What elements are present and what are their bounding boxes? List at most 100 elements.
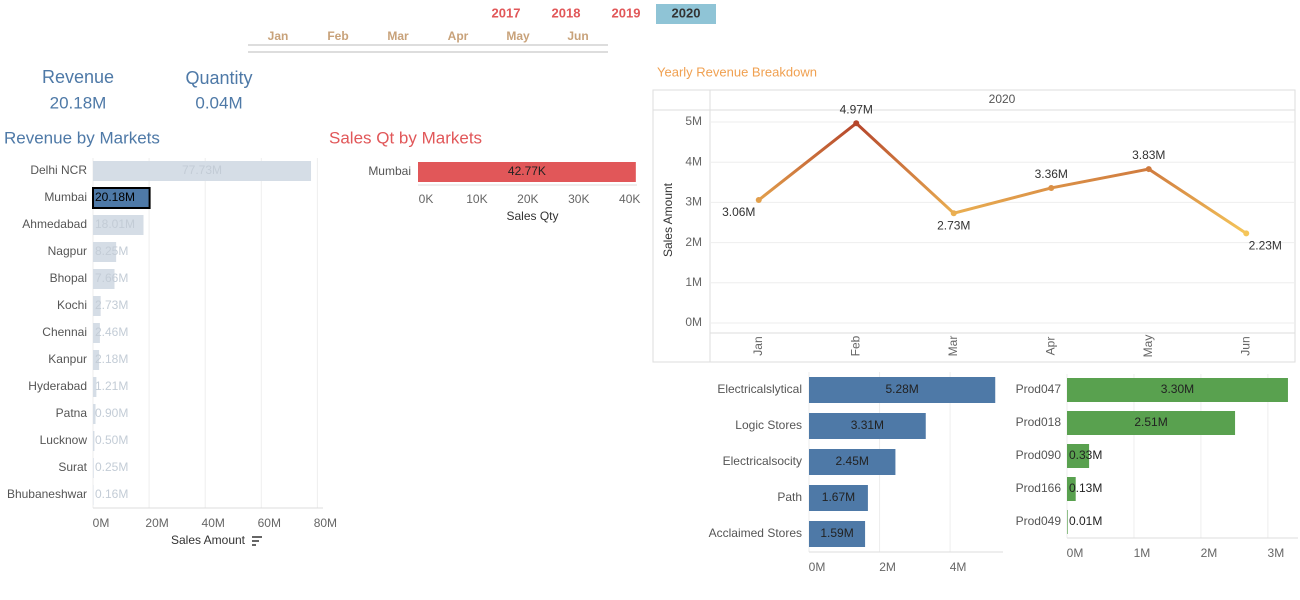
value-label: 4.97M <box>840 102 873 116</box>
bar <box>1067 378 1288 402</box>
value-label: 1.21M <box>95 379 128 393</box>
x-tick-label: 2M <box>879 560 896 574</box>
y-tick-label: 4M <box>685 154 702 168</box>
value-label: 7.66M <box>95 271 128 285</box>
point <box>1145 166 1152 173</box>
y-tick-label: 5M <box>685 114 702 128</box>
bar <box>93 350 100 370</box>
year-filter[interactable]: 2019 <box>612 5 641 20</box>
point <box>1243 230 1250 237</box>
category-label: Kochi <box>57 298 87 312</box>
category-label: Bhopal <box>50 271 87 285</box>
month-filter[interactable]: Apr <box>448 29 469 43</box>
y-tick-label: 1M <box>685 275 702 289</box>
x-tick-label: 0K <box>419 192 434 206</box>
bar <box>1067 444 1090 468</box>
value-label: 77.73M <box>182 163 222 177</box>
bar <box>418 162 636 182</box>
bar <box>809 485 868 511</box>
bar <box>1067 510 1068 534</box>
x-tick-label: Apr <box>1043 337 1057 356</box>
kpi-value: 20.18M <box>50 93 107 112</box>
value-label: 3.06M <box>722 205 755 219</box>
category-label: Prod090 <box>1016 448 1062 462</box>
x-tick-label: 60M <box>258 516 281 530</box>
year-filter[interactable]: 2018 <box>552 5 581 20</box>
x-tick-label: Feb <box>848 335 862 356</box>
bar <box>93 431 95 451</box>
month-filter[interactable]: Feb <box>327 29 348 43</box>
category-label: Prod049 <box>1016 514 1062 528</box>
month-filter[interactable]: Jun <box>567 29 588 43</box>
y-tick-label: 3M <box>685 195 702 209</box>
point <box>950 210 957 217</box>
plot-frame <box>652 109 1296 363</box>
line <box>757 121 1248 235</box>
category-label: Chennai <box>42 325 87 339</box>
value-label: 5.28M <box>885 382 918 396</box>
category-label: Lucknow <box>40 433 88 447</box>
bar <box>93 161 312 181</box>
point <box>853 120 860 127</box>
value-label: 0.50M <box>95 433 128 447</box>
value-label: 2.51M <box>1134 415 1167 429</box>
kpi-value: 0.04M <box>195 93 242 112</box>
month-filter[interactable]: May <box>506 29 530 43</box>
bar <box>1067 411 1236 435</box>
x-tick-label: Mar <box>946 336 960 357</box>
category-label: Delhi NCR <box>30 163 87 177</box>
value-label: 3.31M <box>851 418 884 432</box>
category-label: Path <box>777 490 802 504</box>
category-label: Nagpur <box>48 244 87 258</box>
panel-header: 2020 <box>989 92 1016 106</box>
category-label: Prod047 <box>1016 382 1062 396</box>
value-label: 2.73M <box>95 298 128 312</box>
value-label: 2.46M <box>95 325 128 339</box>
value-label: 20.18M <box>95 190 135 204</box>
month-filter[interactable]: Jan <box>268 29 289 43</box>
year-selected <box>656 4 716 24</box>
value-label: 2.23M <box>1249 239 1282 253</box>
x-tick-label: May <box>1141 335 1155 358</box>
bar <box>93 458 94 478</box>
value-label: 1.59M <box>820 526 853 540</box>
year-filter[interactable]: 2017 <box>492 5 521 20</box>
bar <box>1067 477 1076 501</box>
bar <box>93 269 115 289</box>
category-label: Hyderabad <box>28 379 87 393</box>
x-tick-label: 20K <box>517 192 538 206</box>
chart-title: Sales Qt by Markets <box>329 128 482 147</box>
x-tick-label: 0M <box>93 516 110 530</box>
month-filter[interactable]: Mar <box>387 29 409 43</box>
x-tick-label: 4M <box>950 560 967 574</box>
bar <box>93 215 144 235</box>
bar <box>93 323 100 343</box>
value-label: 18.01M <box>95 217 135 231</box>
x-tick-label: 30K <box>568 192 589 206</box>
value-label: 2.18M <box>95 352 128 366</box>
category-label: Mumbai <box>368 164 411 178</box>
value-label: 8.25M <box>95 244 128 258</box>
chart-title: Yearly Revenue Breakdown <box>657 64 817 79</box>
category-label: Logic Stores <box>735 418 802 432</box>
bar <box>809 449 896 475</box>
value-label: 0.33M <box>1069 448 1102 462</box>
x-tick-label: 80M <box>314 516 337 530</box>
category-label: Prod018 <box>1016 415 1062 429</box>
axis-title: Sales Amount <box>661 182 675 257</box>
category-label: Prod166 <box>1016 481 1062 495</box>
bar <box>93 404 96 424</box>
sort-icon[interactable] <box>252 536 262 546</box>
category-label: Kanpur <box>48 352 87 366</box>
value-label: 0.01M <box>1069 514 1102 528</box>
value-label: 42.77K <box>508 164 546 178</box>
x-tick-label: 0M <box>809 560 826 574</box>
year-filter[interactable]: 2020 <box>672 5 701 20</box>
x-tick-label: 10K <box>466 192 487 206</box>
bar <box>809 413 926 439</box>
value-label: 3.36M <box>1035 167 1068 181</box>
y-tick-label: 2M <box>685 235 702 249</box>
x-tick-label: 0M <box>1067 546 1084 560</box>
